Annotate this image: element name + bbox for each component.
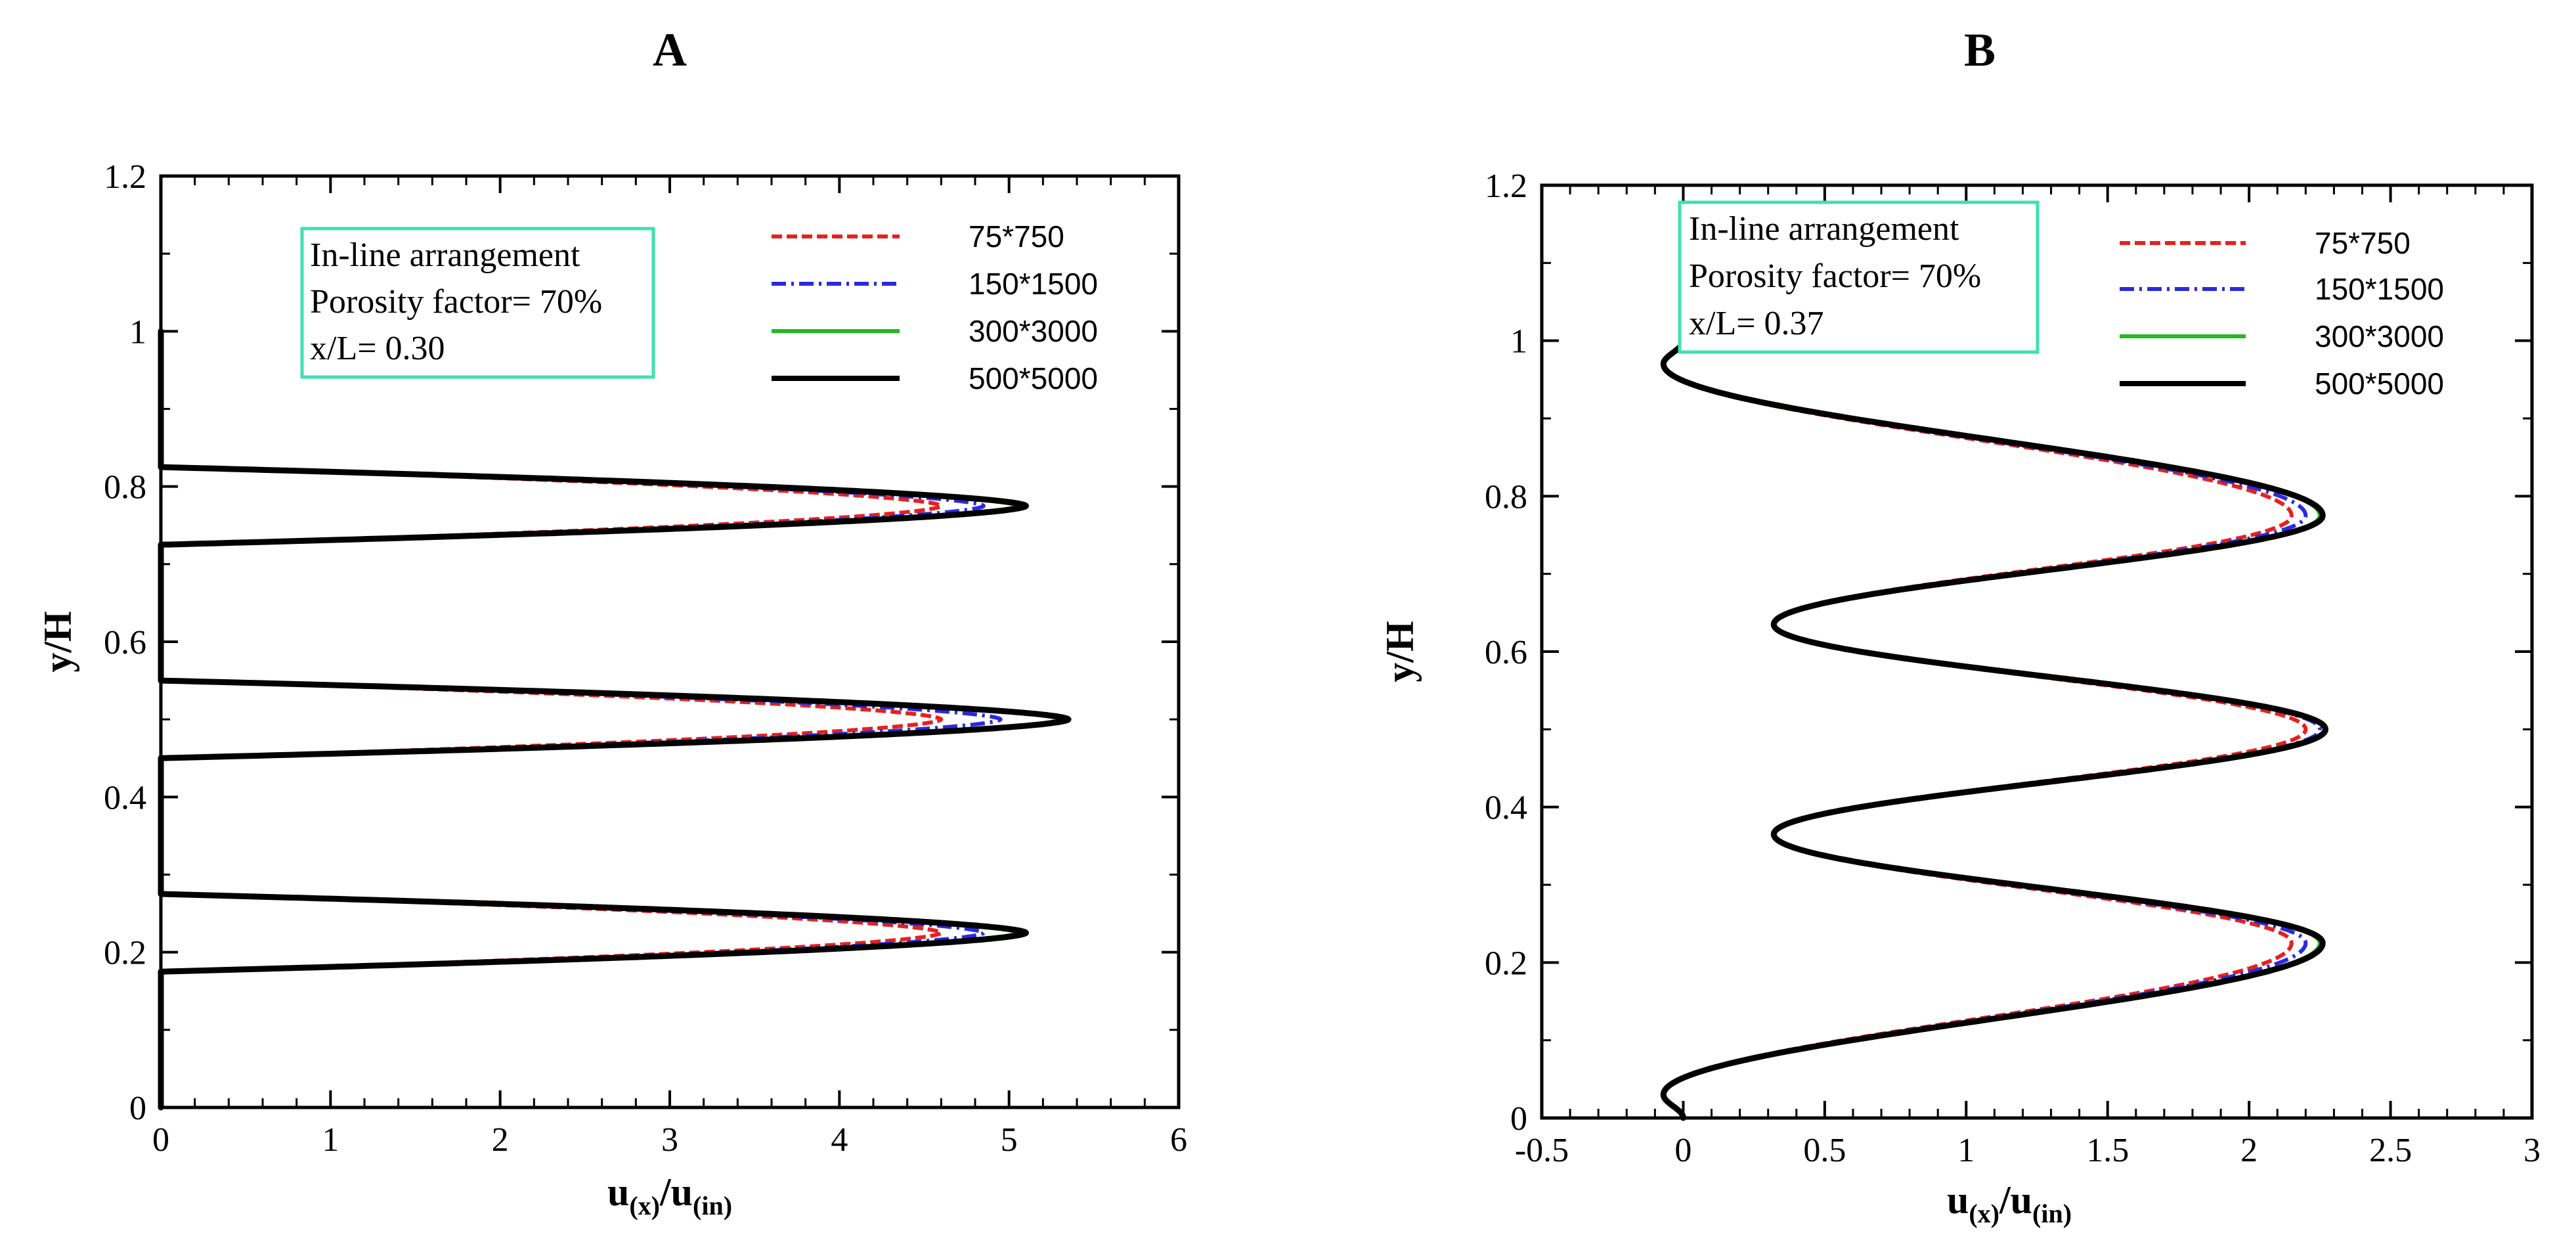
panel-a-annotation-line-2: Porosity factor= 70% [310, 283, 602, 321]
panel-a-y-tick-label: 0.8 [104, 469, 146, 506]
panel-a-series-line-300x3000 [159, 329, 1062, 1109]
panel-b-legend: 75*750 150*1500 300*3000 500*5000 [2120, 226, 2444, 401]
panel-b-x-axis-label-sep: /u [1999, 1178, 2032, 1222]
panel-b-legend-label-150x1500: 150*1500 [2315, 272, 2444, 306]
panel-b-legend-label-300x3000: 300*3000 [2315, 319, 2444, 353]
panel-b-legend-label-500x5000: 500*5000 [2315, 367, 2444, 401]
panel-a-x-axis-label-main: u [607, 1171, 629, 1214]
panel-b-annotation-line-2: Porosity factor= 70% [1689, 257, 1981, 295]
panel-a-y-tick-label: 1 [129, 313, 146, 351]
panel-b-y-tick-label: 0.4 [1485, 790, 1527, 827]
panel-b-y-axis-label: y/H [1378, 621, 1422, 682]
panel-b-annotation-box: In-line arrangement Porosity factor= 70%… [1678, 200, 2040, 354]
panel-a-series-line-150x1500 [159, 330, 1003, 1109]
panel-a-y-tick-label: 1.2 [104, 158, 146, 196]
panel-a-annotation-border [300, 227, 655, 379]
panel-a-ticks: 0 1 2 3 4 5 6 0 0.2 0.4 0.6 0.8 1 1.2 [104, 158, 1187, 1159]
panel-a-x-tick-label: 1 [322, 1121, 339, 1159]
panel-a-y-tick-label: 0.6 [104, 624, 146, 661]
panel-b-y-tick-label: 0.2 [1485, 945, 1527, 982]
panel-a-annotation-line-1: In-line arrangement [310, 236, 580, 274]
panel-a-title: A [653, 24, 687, 76]
panel-b: B -0.5 0 0.5 1 1.5 2 2.5 300.20.40.60.811.2 In-… [1378, 24, 2541, 1228]
panel-a-y-tick-label: 0.4 [104, 779, 146, 816]
panel-b-annotation-line-3: x/L= 0.37 [1689, 305, 1824, 342]
panel-a-legend-label-300x3000: 300*3000 [969, 314, 1098, 348]
panel-b-y-tick-label: 0.6 [1485, 634, 1527, 671]
panel-b-x-axis-label-sub2: (in) [2032, 1199, 2072, 1228]
panel-a-legend-label-150x1500: 150*1500 [969, 267, 1098, 301]
panel-a-y-tick-label: 0.2 [104, 935, 146, 972]
panel-b-series-line-500x5000 [1660, 338, 2328, 1121]
panel-b-series-lines [1660, 338, 2328, 1121]
panel-b-x-tick-label: 1.5 [2086, 1132, 2129, 1169]
panel-a-x-tick-label: 4 [831, 1121, 848, 1159]
panel-a-annotation-box: In-line arrangement Porosity factor= 70%… [300, 227, 655, 379]
panel-a-x-axis-label-sub1: (x) [629, 1191, 660, 1220]
panel-b-x-axis-label: u(x)/u(in) [1947, 1178, 2072, 1228]
panel-b-title: B [1964, 24, 1996, 76]
panel-a-y-axis-label: y/H [36, 611, 79, 672]
panel-b-y-tick-label: 1 [1510, 323, 1527, 361]
panel-b-x-tick-label: -0.5 [1515, 1132, 1569, 1169]
panel-b-annotation-border [1678, 200, 2040, 354]
panel-a-legend-label-500x5000: 500*5000 [969, 361, 1098, 395]
panel-a-series-line-75x750 [159, 330, 944, 1109]
panel-a-x-tick-label: 2 [492, 1121, 509, 1159]
panel-a-y-tick-label: 0 [129, 1090, 146, 1127]
panel-b-y-tick-label: 0.8 [1485, 478, 1527, 516]
panel-b-x-tick-label: 3 [2523, 1132, 2541, 1169]
panel-a-x-tick-label: 0 [152, 1121, 169, 1159]
panel-a-legend-label-75x750: 75*750 [969, 219, 1064, 254]
panel-b-x-tick-label: 2 [2240, 1132, 2258, 1169]
panel-b-ticks: -0.5 0 0.5 1 1.5 2 2.5 300.20.40.60.811.2 [1485, 167, 2541, 1169]
panel-a: A 0 1 2 3 4 5 6 0 0.2 0.4 0.6 0.8 1 1.2 In-line arran… [36, 24, 1187, 1220]
panel-a-x-axis-label-sep: /u [659, 1171, 693, 1214]
panel-a-annotation-line-3: x/L= 0.30 [310, 330, 445, 367]
panel-a-x-tick-label: 3 [661, 1121, 678, 1159]
panel-b-annotation-line-1: In-line arrangement [1689, 210, 1959, 248]
panel-a-x-axis-label: u(x)/u(in) [607, 1171, 732, 1220]
panel-a-legend: 75*750 150*1500 300*3000 500*5000 [772, 219, 1098, 395]
panel-a-series-line-500x5000 [158, 328, 1072, 1111]
panel-b-series-line-300x3000 [1661, 338, 2328, 1120]
panel-b-x-axis-label-main: u [1947, 1178, 1969, 1222]
panel-b-y-tick-label: 1.2 [1485, 167, 1527, 205]
panel-a-x-tick-label: 6 [1170, 1121, 1187, 1159]
panel-b-series-line-75x750 [1661, 339, 2308, 1120]
panel-b-legend-label-75x750: 75*750 [2315, 226, 2411, 260]
panel-b-x-tick-label: 0 [1674, 1132, 1692, 1169]
panel-b-series-line-150x1500 [1661, 339, 2322, 1120]
panel-b-y-tick-label: 0 [1510, 1100, 1527, 1138]
panel-a-x-axis-label-sub2: (in) [693, 1191, 732, 1220]
panel-b-x-tick-label: 0.5 [1803, 1132, 1846, 1169]
panel-b-x-tick-label: 2.5 [2369, 1132, 2412, 1169]
panel-a-x-tick-label: 5 [1001, 1121, 1018, 1159]
panel-b-x-axis-label-sub1: (x) [1969, 1199, 1999, 1228]
panel-b-x-tick-label: 1 [1957, 1132, 1975, 1169]
panel-a-series-lines [158, 328, 1072, 1111]
